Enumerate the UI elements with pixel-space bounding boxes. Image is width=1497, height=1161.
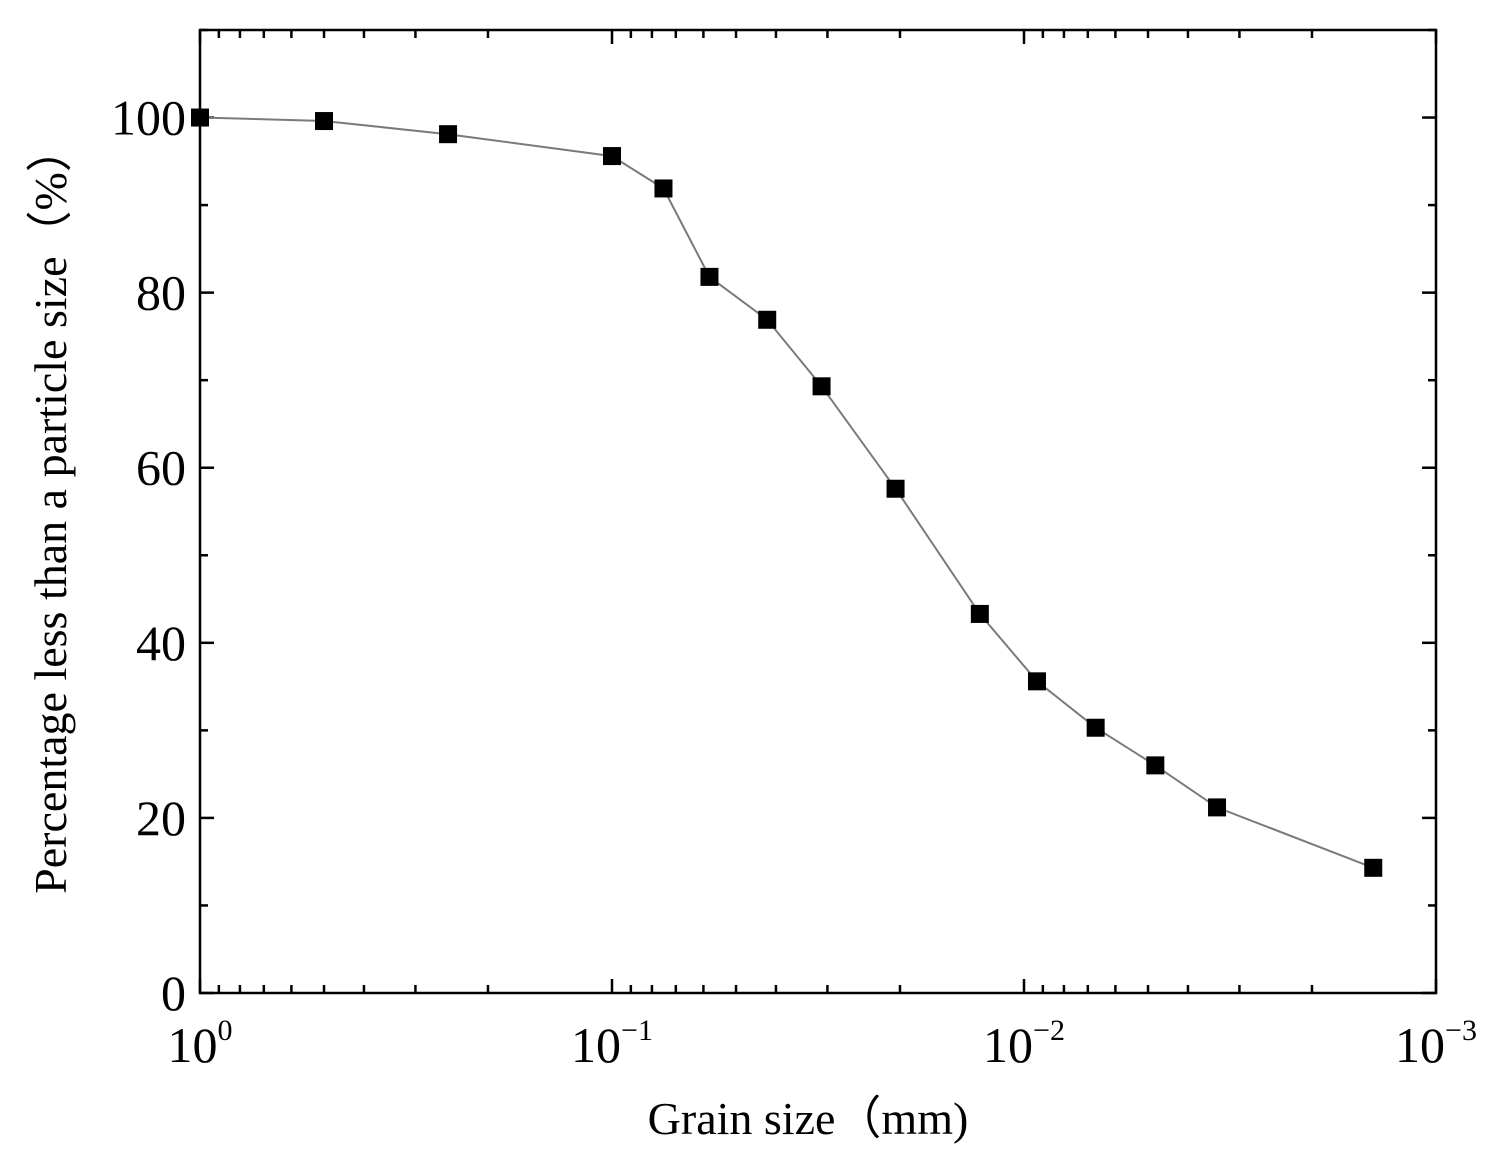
data-point xyxy=(439,125,458,144)
data-point xyxy=(700,267,719,286)
data-point xyxy=(1364,858,1383,877)
data-point xyxy=(1086,718,1105,737)
x-tick-labels: 100 10−1 10−2 10−3 xyxy=(168,1014,1477,1073)
data-point xyxy=(654,179,673,198)
axis-ticks xyxy=(198,28,1438,995)
x-tick-label: 10−2 xyxy=(983,1014,1065,1073)
y-axis-label: Percentage less than a particle size（%） xyxy=(25,126,76,894)
data-point xyxy=(886,479,905,498)
data-point xyxy=(315,112,334,131)
y-tick-label: 80 xyxy=(136,265,186,321)
y-tick-label: 0 xyxy=(161,965,186,1021)
data-point xyxy=(603,147,621,166)
y-tick-label: 20 xyxy=(136,790,186,846)
data-point xyxy=(970,604,989,623)
x-tick-label: 10−3 xyxy=(1395,1014,1477,1073)
y-tick-label: 60 xyxy=(136,440,186,496)
y-tick-label: 100 xyxy=(111,90,186,146)
data-point xyxy=(1208,798,1227,817)
y-tick-label: 40 xyxy=(136,615,186,671)
data-point xyxy=(758,310,777,329)
y-tick-labels: 0 20 40 60 80 100 xyxy=(111,90,186,1021)
data-point xyxy=(1146,756,1165,775)
x-axis-label: Grain size（mm) xyxy=(648,1093,969,1144)
data-point xyxy=(191,108,209,127)
x-tick-label: 100 xyxy=(168,1014,233,1073)
data-point xyxy=(812,377,831,396)
x-tick-label: 10−1 xyxy=(571,1014,653,1073)
data-point xyxy=(1027,672,1046,691)
plot-frame xyxy=(198,28,1438,995)
series-line xyxy=(199,116,1374,869)
data-markers xyxy=(191,108,1383,877)
